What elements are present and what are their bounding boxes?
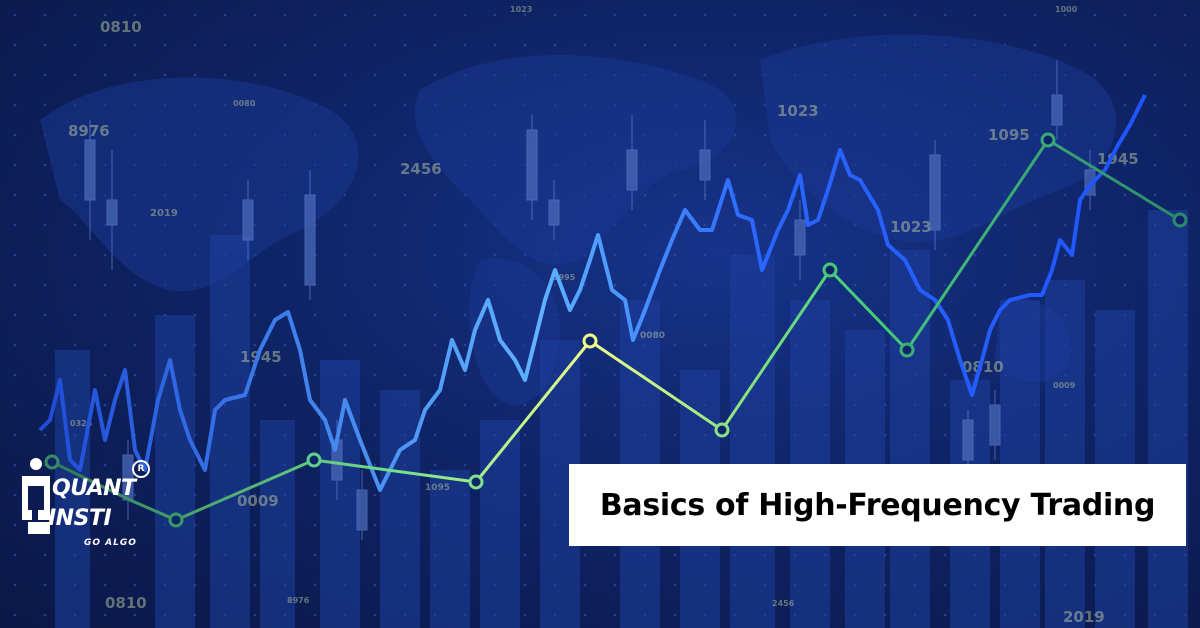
bg-number: 2019 (150, 208, 178, 219)
logo-mark-icon (22, 458, 50, 534)
bg-number: 8976 (68, 122, 110, 140)
bg-number: 0080 (233, 99, 256, 108)
bg-number: 0325 (70, 419, 93, 428)
bg-number: 1023 (777, 102, 819, 120)
bg-number: 0009 (1053, 381, 1076, 390)
logo-line2: INSTI (48, 506, 112, 531)
world-map-shape (40, 34, 1117, 406)
bg-number: 1000 (1055, 5, 1078, 14)
trend-line-points (44, 132, 1188, 528)
bg-number: 1945 (1097, 150, 1139, 168)
bg-number: 0080 (640, 331, 665, 341)
quantinsti-logo[interactable]: QUANT INSTI GO ALGO R (14, 456, 154, 556)
bg-number: 1095 (425, 483, 450, 493)
bg-number: 1945 (240, 348, 282, 366)
bg-number: 0810 (105, 594, 147, 612)
bg-number: 1023 (510, 5, 532, 14)
bg-number: 0810 (962, 358, 1004, 376)
bg-number: 1023 (890, 218, 932, 236)
bg-number: 1995 (553, 273, 576, 282)
bg-number: 8976 (287, 596, 310, 605)
bg-number: 2019 (1063, 608, 1105, 626)
logo-line1: QUANT (52, 476, 136, 501)
page-title: Basics of High-Frequency Trading (599, 487, 1156, 523)
background-numbers: 0810 1023 8976 0080 2456 1023 1095 2019 … (68, 5, 1139, 626)
bg-number: 1095 (988, 126, 1030, 144)
background-bars (55, 210, 1188, 628)
bg-number: 0009 (237, 492, 279, 510)
price-line (38, 94, 1147, 492)
bg-number: 0810 (100, 18, 142, 36)
registered-icon: R (132, 460, 150, 478)
bg-number: 2456 (772, 599, 795, 608)
title-box: Basics of High-Frequency Trading (569, 464, 1186, 546)
candlesticks (84, 60, 1096, 540)
bg-number: 2456 (400, 160, 442, 178)
logo-tagline: GO ALGO (84, 538, 137, 548)
